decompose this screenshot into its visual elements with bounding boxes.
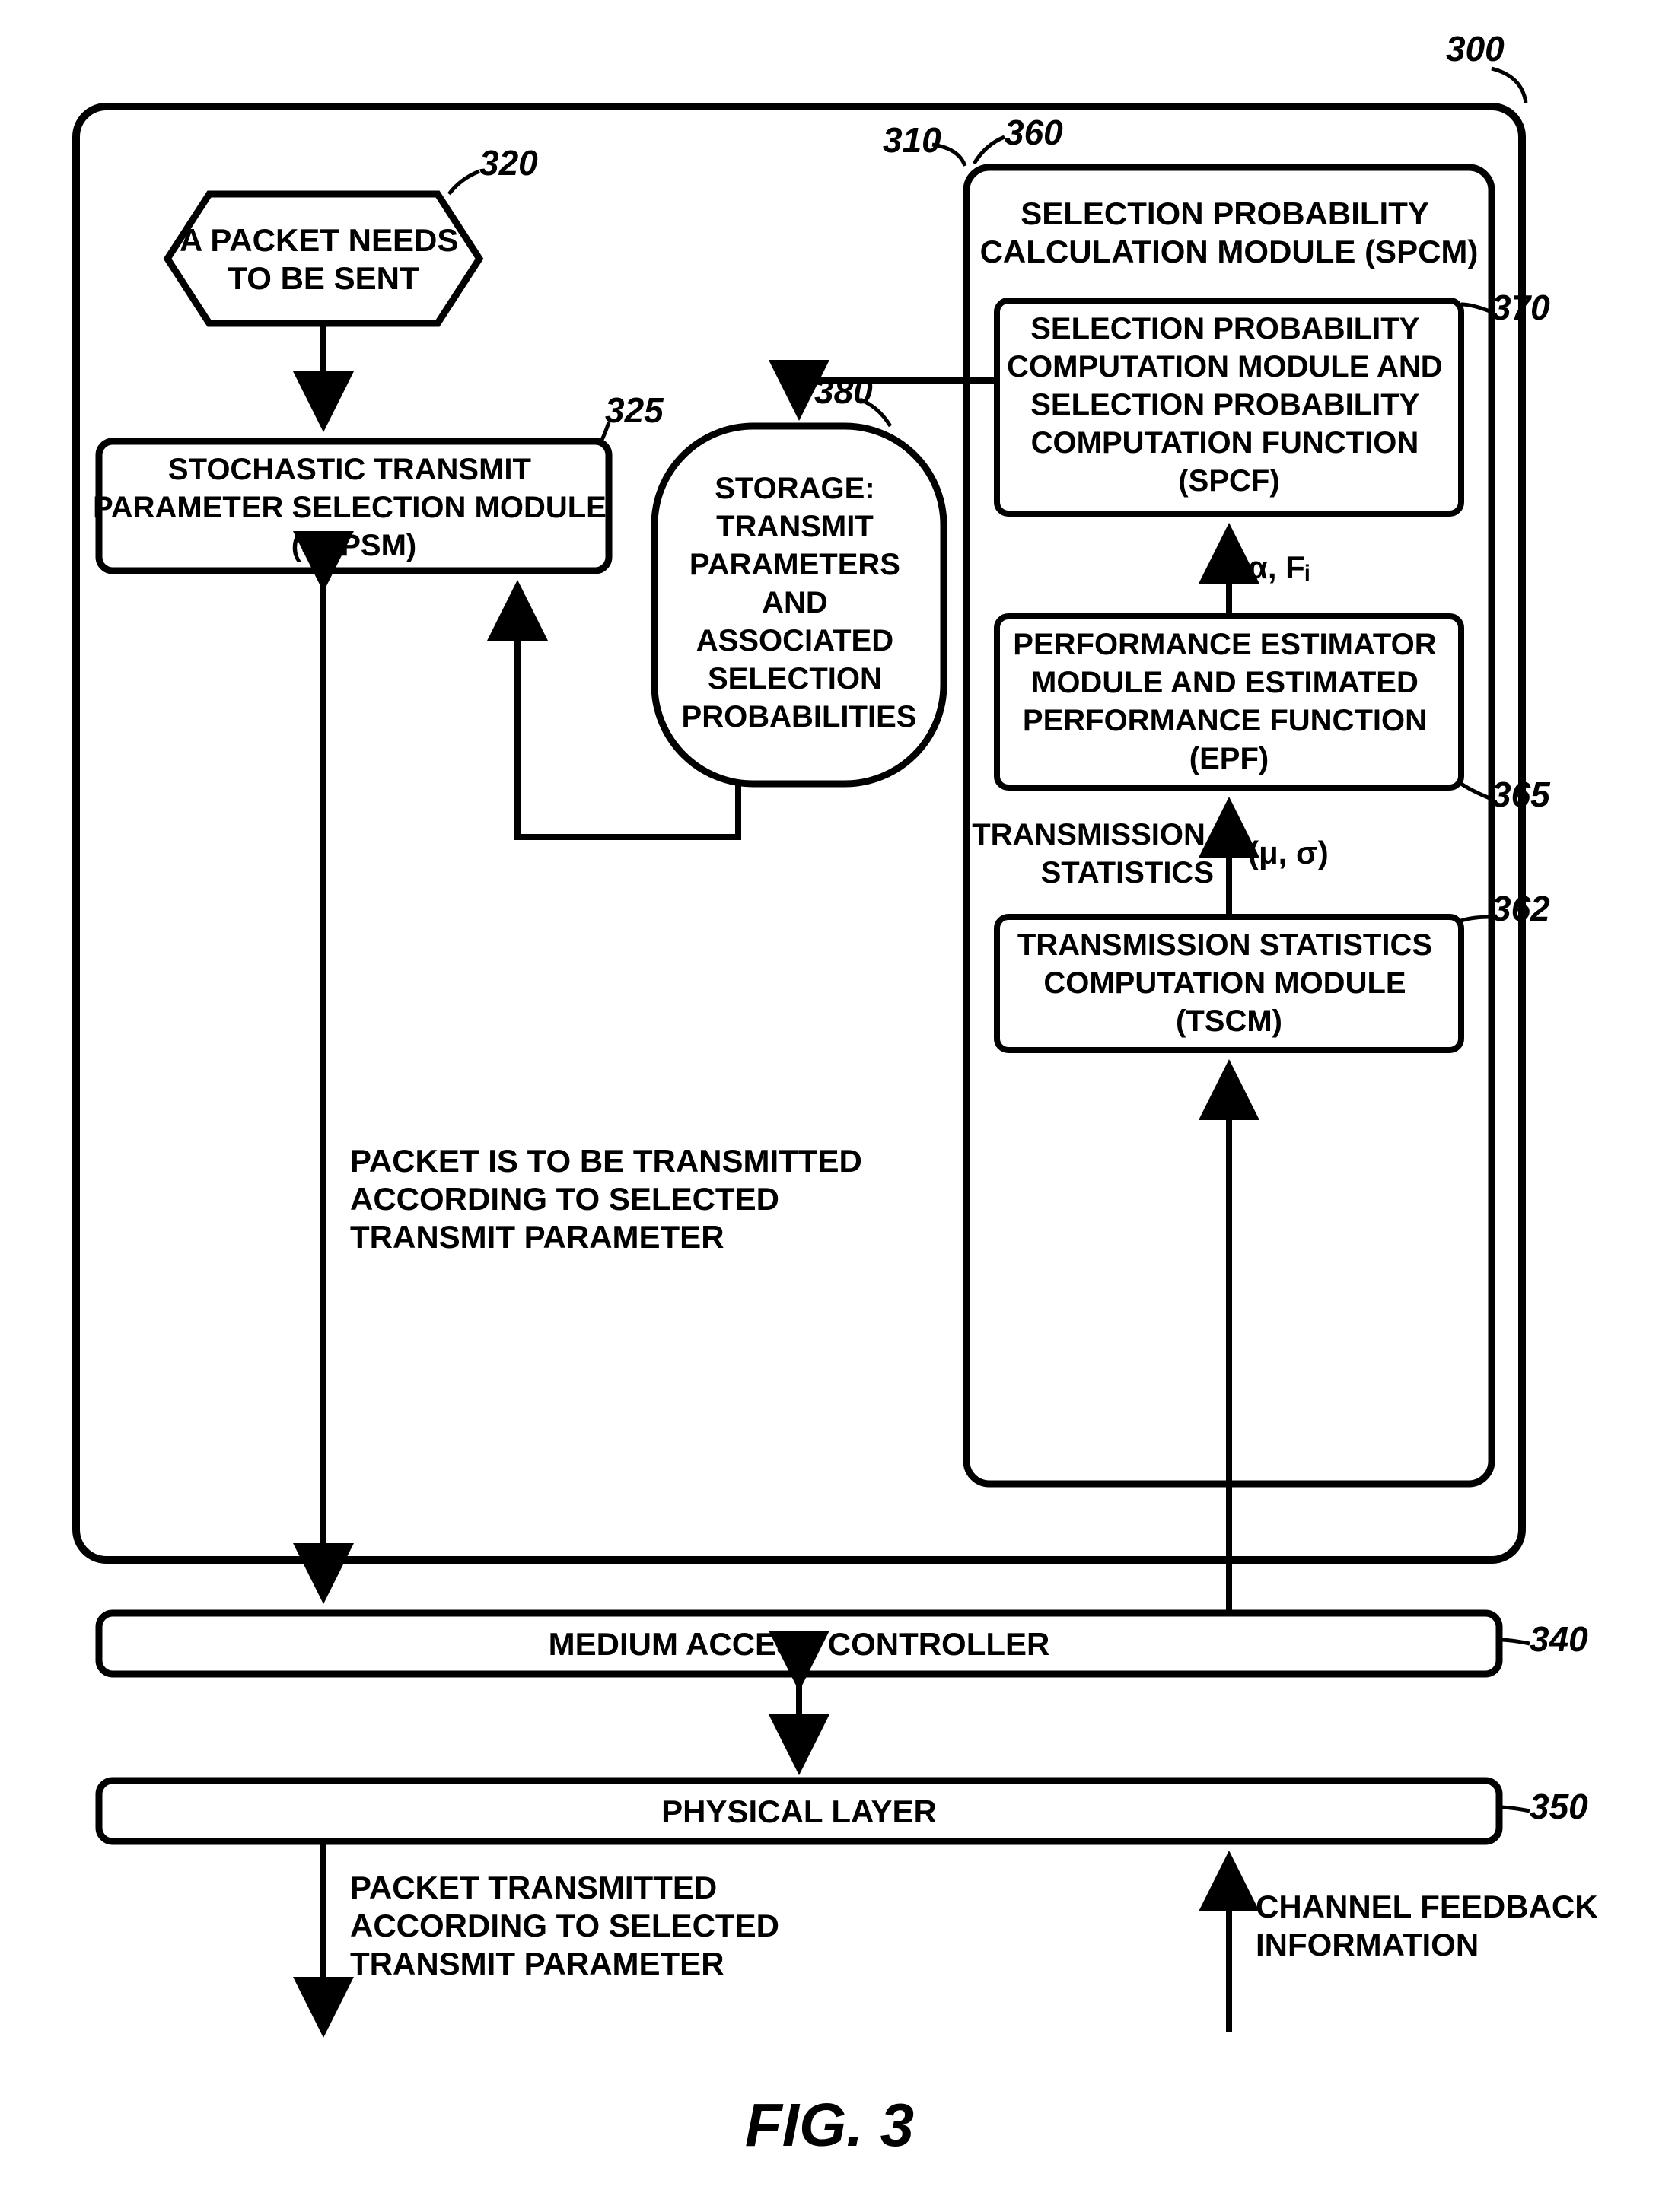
stpsm-label: STOCHASTIC TRANSMIT PARAMETER SELECTION … [93, 453, 615, 562]
ref-362: 362 [1492, 889, 1550, 928]
leader-362 [1461, 917, 1492, 921]
ref-300: 300 [1446, 29, 1505, 68]
ref-310: 310 [883, 120, 941, 160]
leader-360 [974, 137, 1005, 164]
packet-event-label: A PACKET NEEDS TO BE SENT [180, 222, 467, 296]
alpha-label: α, Fᵢ [1248, 549, 1310, 585]
packet-to-tx-label: PACKET IS TO BE TRANSMITTED ACCORDING TO… [350, 1143, 871, 1255]
leader-300 [1492, 68, 1526, 103]
spcf-label: SELECTION PROBABILITY COMPUTATION MODULE… [1007, 312, 1451, 498]
storage-label: STORAGE: TRANSMIT PARAMETERS AND ASSOCIA… [682, 472, 917, 734]
ref-320: 320 [479, 143, 538, 183]
ref-360: 360 [1005, 113, 1063, 152]
tscm-label: TRANSMISSION STATISTICS COMPUTATION MODU… [1017, 928, 1441, 1038]
ref-365: 365 [1492, 775, 1551, 814]
spcm-label: SELECTION PROBABILITY CALCULATION MODULE… [980, 196, 1479, 269]
ref-370: 370 [1492, 288, 1550, 327]
packet-event-hex [167, 194, 479, 323]
epf-label: PERFORMANCE ESTIMATOR MODULE AND ESTIMAT… [1013, 628, 1444, 775]
leader-380 [860, 399, 890, 426]
transmission-stats-label: TRANSMISSION STATISTICS [972, 818, 1214, 890]
phy-label: PHYSICAL LAYER [661, 1793, 937, 1829]
channel-feedback-label: CHANNEL FEEDBACK INFORMATION [1256, 1889, 1606, 1962]
leader-370 [1461, 304, 1492, 312]
mu-sigma-label: (μ, σ) [1248, 835, 1329, 870]
ref-350: 350 [1530, 1787, 1588, 1826]
leader-320 [449, 171, 479, 194]
leader-350 [1499, 1807, 1530, 1811]
leader-340 [1499, 1640, 1530, 1644]
ref-380: 380 [814, 371, 873, 411]
leader-365 [1461, 784, 1492, 799]
ref-325: 325 [605, 390, 664, 430]
mac-label: MEDIUM ACCESS CONTROLLER [549, 1626, 1050, 1662]
ref-340: 340 [1530, 1619, 1588, 1659]
figure-label: FIG. 3 [745, 2091, 914, 2159]
packet-txed-label: PACKET TRANSMITTED ACCORDING TO SELECTED… [350, 1870, 788, 1981]
